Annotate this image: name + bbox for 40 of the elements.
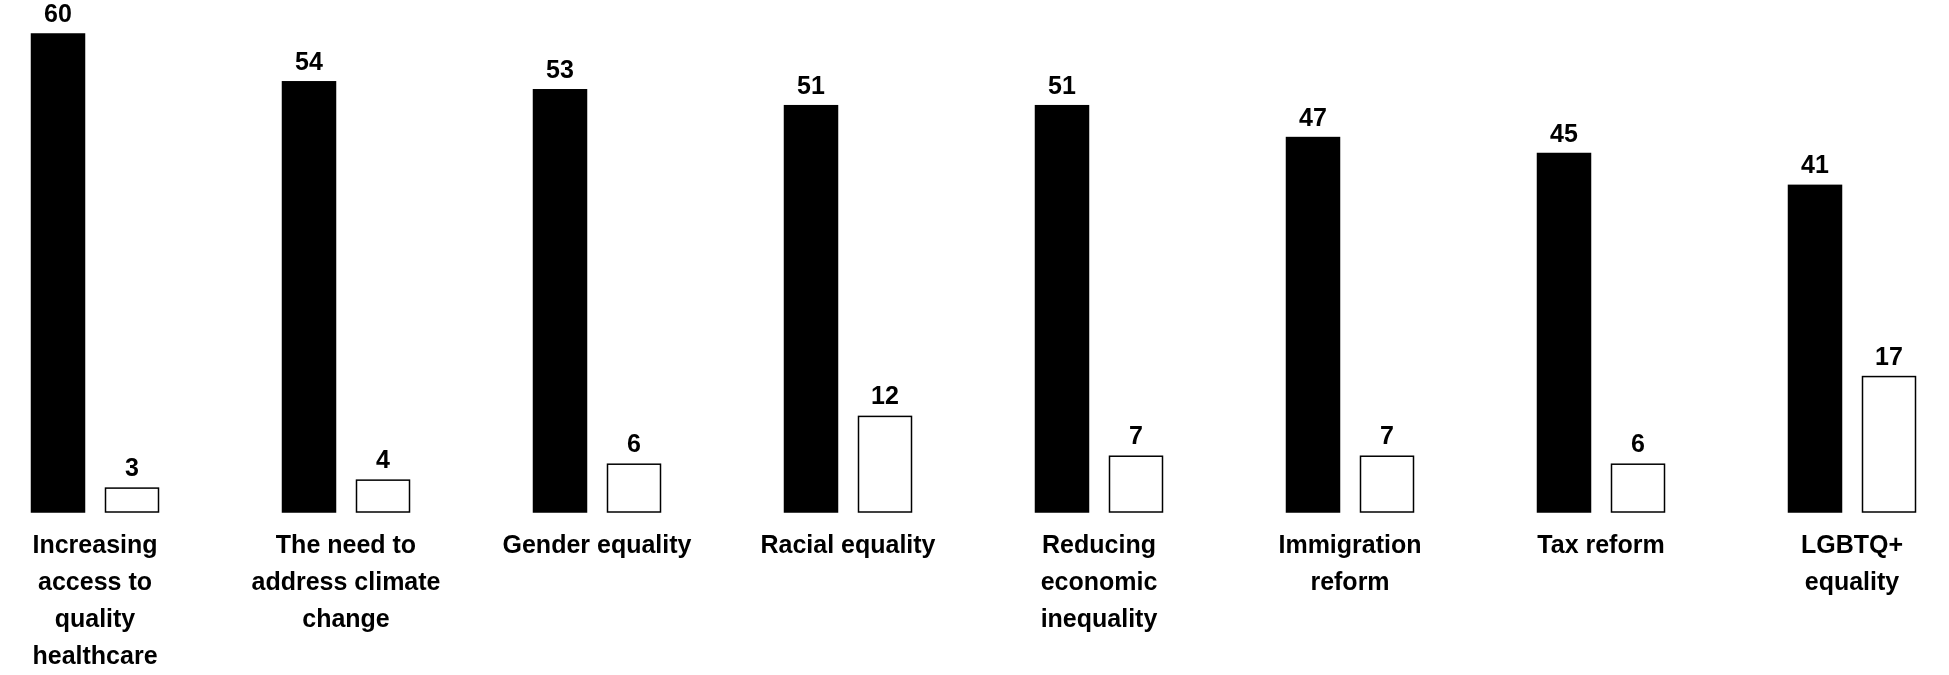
data-label: 7	[1380, 421, 1394, 450]
data-label: 12	[871, 381, 899, 410]
bar	[30, 33, 86, 513]
bar	[1610, 463, 1666, 513]
data-label: 53	[546, 54, 574, 83]
data-label: 60	[44, 0, 72, 27]
bar	[1536, 152, 1592, 513]
data-label: 51	[1048, 70, 1076, 99]
data-label: 47	[1299, 102, 1327, 131]
bar	[857, 415, 913, 513]
data-label: 54	[295, 46, 323, 75]
data-label: 51	[797, 70, 825, 99]
data-label: 41	[1801, 150, 1829, 179]
bar	[355, 479, 411, 513]
data-label: 7	[1129, 421, 1143, 450]
data-label: 6	[627, 429, 641, 458]
x-tick-label: Reducing economic inequality	[1040, 530, 1158, 632]
bar	[104, 487, 160, 513]
bar	[783, 104, 839, 513]
bar	[281, 81, 337, 513]
bar	[1034, 104, 1090, 513]
x-tick-label: Tax reform	[1537, 530, 1665, 558]
bar	[606, 463, 662, 513]
x-tick-label: LGBTQ+ equality	[1800, 530, 1904, 595]
data-label: 45	[1550, 118, 1578, 147]
bar	[1861, 375, 1917, 513]
bar	[532, 89, 588, 513]
x-tick-label: Immigration reform	[1278, 530, 1422, 595]
bar	[1787, 184, 1843, 513]
x-tick-label: Gender equality	[502, 530, 692, 558]
x-tick-label: The need to address climate change	[251, 530, 441, 632]
x-tick-label: Increasing access to quality healthcare	[32, 530, 158, 669]
data-label: 3	[125, 453, 139, 482]
data-label: 17	[1875, 341, 1903, 370]
data-label: 6	[1631, 429, 1645, 458]
data-label: 4	[376, 445, 391, 474]
x-tick-label: Racial equality	[760, 530, 936, 558]
bar	[1285, 136, 1341, 513]
bar	[1108, 455, 1164, 513]
bar	[1359, 455, 1415, 513]
